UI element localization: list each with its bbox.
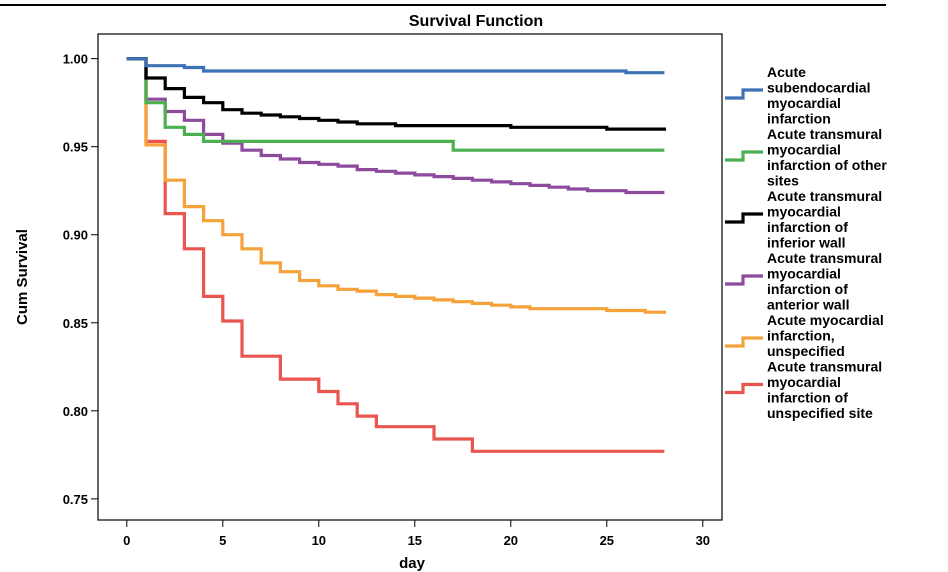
legend-label: sites	[767, 173, 799, 189]
y-tick-label: 0.85	[63, 316, 88, 331]
series-line-5	[126, 57, 665, 453]
legend-label: Acute myocardial	[767, 312, 884, 328]
legend-marker-1	[725, 150, 763, 162]
series-line-3	[126, 57, 665, 195]
x-tick-label: 20	[504, 533, 518, 548]
x-tick-label: 30	[696, 533, 710, 548]
x-tick-label: 0	[123, 533, 130, 548]
x-tick-label: 15	[408, 533, 422, 548]
legend-marker-3	[725, 274, 763, 286]
legend-label: Acute transmural	[767, 126, 882, 142]
series-layer	[126, 57, 666, 453]
x-tick-label: 5	[219, 533, 226, 548]
x-tick-label: 10	[312, 533, 326, 548]
legend-label: unspecified	[767, 343, 845, 359]
legend-marker-4	[725, 336, 763, 348]
legend-marker-5	[725, 382, 763, 395]
legend-label: Acute transmural	[767, 250, 882, 266]
legend-marker-0	[725, 88, 763, 100]
legend-label: myocardial	[767, 142, 841, 158]
legend-label: myocardial	[767, 374, 841, 390]
legend-label: infarction	[767, 111, 831, 127]
plot-frame	[97, 33, 723, 521]
legend-label: myocardial	[767, 95, 841, 111]
legend-label: infarction of	[767, 219, 848, 235]
y-tick-label: 0.80	[63, 404, 88, 419]
legend-label: inferior wall	[767, 235, 846, 251]
y-tick-label: 0.75	[63, 492, 88, 507]
legend-label: infarction of other	[767, 157, 887, 173]
series-line-4	[126, 57, 666, 314]
y-axis-title: Cum Survival	[14, 229, 31, 325]
legend-label: myocardial	[767, 266, 841, 282]
x-tick-label: 25	[600, 533, 614, 548]
legend-label: subendocardial	[767, 80, 870, 96]
legend-label: infarction of	[767, 390, 848, 406]
y-tick-label: 0.90	[63, 228, 88, 243]
series-line-2	[126, 57, 666, 131]
series-line-0	[126, 57, 665, 75]
legend-label: anterior wall	[767, 297, 849, 313]
legend-label: infarction,	[767, 328, 835, 344]
axis-layer: 0 5 10 15 20 25 30 1.00 0.95 0.90 0.85 0.80 0.75	[63, 52, 710, 548]
top-rule	[0, 4, 886, 6]
series-line-1	[126, 57, 665, 152]
legend-label: Acute transmural	[767, 359, 882, 375]
legend-label: Acute	[767, 64, 806, 80]
y-tick-label: 0.95	[63, 140, 88, 155]
legend-label: unspecified site	[767, 405, 873, 421]
legend: AcutesubendocardialmyocardialinfarctionA…	[725, 64, 887, 421]
legend-marker-2	[725, 212, 763, 224]
chart-title: Survival Function	[409, 13, 543, 30]
legend-label: Acute transmural	[767, 188, 882, 204]
x-axis-title: day	[399, 555, 426, 572]
y-tick-label: 1.00	[63, 52, 88, 67]
legend-label: infarction of	[767, 281, 848, 297]
legend-label: myocardial	[767, 204, 841, 220]
